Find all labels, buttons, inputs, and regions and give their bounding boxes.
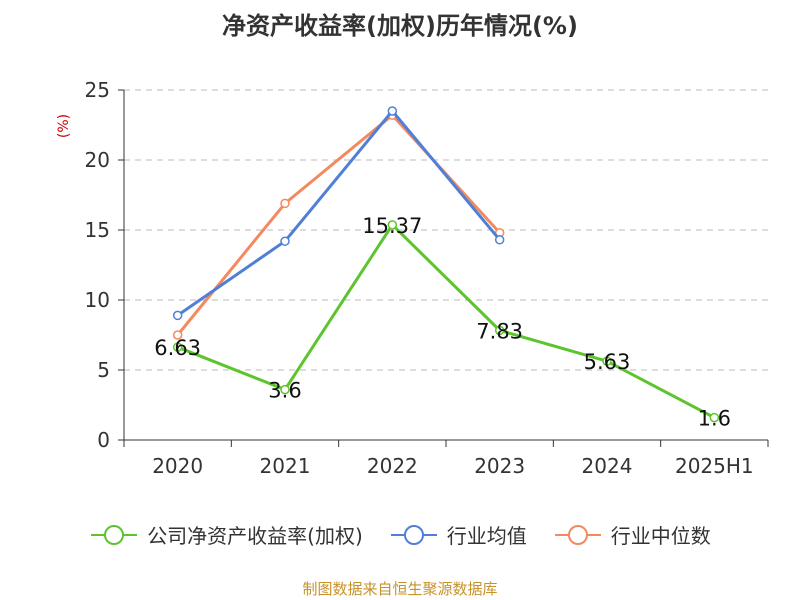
data-point[interactable]	[494, 325, 505, 336]
grid-lines	[124, 89, 768, 371]
y-tick-label: 0	[97, 428, 110, 452]
legend: 公司净资产收益率(加权) 行业均值 行业中位数	[0, 520, 800, 549]
data-point[interactable]	[387, 106, 398, 116]
data-point[interactable]	[172, 330, 183, 340]
y-tick-label: 20	[85, 148, 110, 172]
series-line	[176, 113, 501, 336]
data-label: 7.83	[476, 319, 523, 343]
data-point[interactable]	[602, 356, 612, 366]
data-label: 3.6	[268, 379, 301, 403]
legend-label: 行业中位数	[610, 524, 711, 548]
legend-swatch-icon	[91, 524, 138, 545]
legend-label: 行业均值	[446, 524, 527, 548]
legend-item[interactable]: 行业中位数	[553, 520, 711, 549]
x-tick-label: 2020	[152, 454, 203, 478]
data-label: 6.63	[154, 336, 201, 360]
data-point[interactable]	[172, 342, 183, 352]
data-point[interactable]	[280, 198, 290, 209]
legend-swatch-icon	[554, 524, 601, 545]
data-point[interactable]	[280, 236, 290, 246]
series-lines	[172, 106, 720, 423]
data-labels: 6.63 3.6 15.37 7.83 5.63 1.6	[154, 214, 731, 431]
series-line	[177, 223, 716, 419]
x-tick-label: 2024	[582, 454, 633, 478]
data-point[interactable]	[387, 220, 398, 230]
data-point[interactable]	[172, 310, 183, 321]
legend-label: 公司净资产收益率(加权)	[147, 524, 363, 548]
series-line	[176, 109, 501, 317]
axes: 0 5 10 15 20 25 2020 2021 2022 2023 2024 2025H1	[85, 78, 769, 478]
data-point[interactable]	[494, 235, 505, 245]
legend-item[interactable]: 行业均值	[389, 520, 527, 549]
data-label: 5.63	[584, 350, 631, 374]
x-tick-label: 2021	[260, 454, 311, 478]
x-tick-label: 2022	[367, 454, 418, 478]
y-tick-label: 25	[85, 78, 110, 102]
source-note: 制图数据来自恒生聚源数据库	[302, 580, 498, 598]
y-tick-label: 15	[85, 218, 110, 242]
legend-swatch-icon	[390, 524, 437, 545]
x-tick-label: 2025H1	[675, 454, 754, 478]
data-point[interactable]	[709, 412, 720, 423]
y-axis-label: (%)	[56, 114, 72, 138]
data-label: 1.6	[698, 407, 731, 431]
data-label: 15.37	[362, 214, 422, 238]
chart-title: 净资产收益率(加权)历年情况(%)	[222, 12, 578, 40]
legend-item[interactable]: 公司净资产收益率(加权)	[89, 520, 363, 549]
data-point[interactable]	[280, 384, 290, 395]
y-tick-label: 5	[97, 358, 110, 382]
x-tick-label: 2023	[474, 454, 525, 478]
y-tick-label: 10	[85, 288, 110, 312]
